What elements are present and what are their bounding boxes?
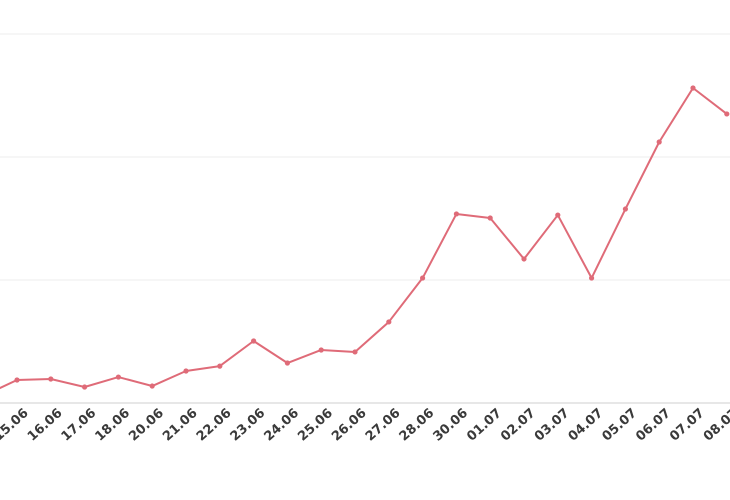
data-point [420,275,426,281]
x-tick-label: 27.06 [363,406,404,445]
x-tick-label: 04.07 [566,406,607,445]
data-point [453,211,459,217]
data-point [555,212,561,218]
data-point [14,377,20,383]
data-point [217,363,223,369]
x-tick-label: 30.06 [430,406,471,445]
x-tick-label: 26.06 [329,406,370,445]
data-point [318,347,324,353]
data-point [115,374,121,380]
x-tick-label: 01.07 [464,406,505,445]
data-point [589,275,595,281]
x-tick-label: 05.07 [599,406,640,445]
x-tick-label: 23.06 [228,406,269,445]
data-point [521,256,527,262]
data-line [0,86,728,390]
x-tick-label: 20.06 [126,406,167,445]
data-point [149,383,155,389]
x-tick-label: 07.07 [667,406,708,445]
x-tick-label: 15.06 [0,406,32,445]
x-tick-label: 18.06 [92,406,133,445]
x-tick-label: 22.06 [194,406,235,445]
x-tick-label: 06.07 [633,406,674,445]
x-tick-label: 24.06 [261,406,302,445]
data-point [690,85,696,91]
data-point [352,349,358,355]
data-point [82,384,88,390]
x-tick-label: 02.07 [498,406,539,445]
data-point [386,319,392,325]
x-tick-label: 25.06 [295,406,336,445]
data-point [487,215,493,221]
data-point [48,376,54,382]
data-point [622,206,629,212]
data-point [251,338,257,344]
x-tick-label: 17.06 [59,406,100,445]
x-tick-label: 16.06 [25,406,66,445]
data-point [183,368,189,374]
data-point [284,360,290,366]
x-tick-label: 08.07 [701,406,730,445]
data-point [724,111,730,117]
x-tick-label: 28.06 [397,406,438,445]
data-point [656,139,662,145]
x-tick-label: 03.07 [532,406,573,445]
x-tick-label: 21.06 [160,406,201,445]
